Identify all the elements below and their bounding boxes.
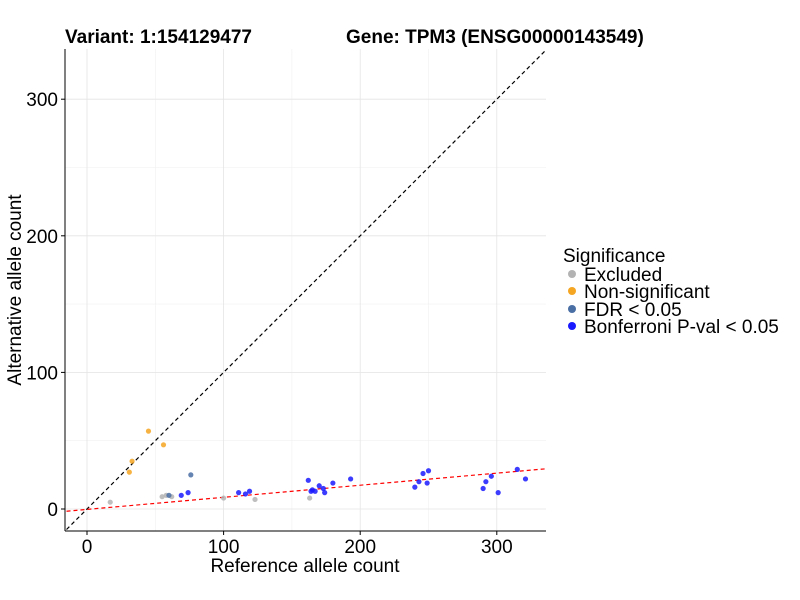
data-point-bonferroni-p-val-0-05 — [242, 491, 249, 497]
data-point-bonferroni-p-val-0-05 — [425, 468, 432, 474]
data-point-non-significant — [129, 458, 135, 464]
data-point-bonferroni-p-val-0-05 — [246, 488, 253, 494]
data-point-fdr-0-05 — [188, 472, 194, 478]
y-tick-label: 300 — [26, 90, 58, 111]
data-point-non-significant — [126, 469, 132, 475]
data-point-excluded — [307, 495, 313, 501]
legend-swatch-fdr — [568, 305, 576, 313]
data-point-bonferroni-p-val-0-05 — [236, 490, 242, 496]
data-point-bonferroni-p-val-0-05 — [305, 477, 311, 483]
legend-swatch-bonferroni — [568, 322, 576, 330]
data-point-bonferroni-p-val-0-05 — [483, 479, 489, 485]
plot-area: 0 100 200 300 0 100 200 300 — [26, 49, 546, 558]
data-point-excluded — [252, 496, 258, 503]
data-point-bonferroni-p-val-0-05 — [495, 490, 501, 496]
data-point-excluded — [107, 499, 113, 505]
data-point-bonferroni-p-val-0-05 — [320, 485, 326, 492]
x-axis-ticks: 0 100 200 300 — [82, 531, 513, 558]
legend-swatch-non-significant — [568, 287, 576, 295]
data-point-non-significant — [160, 442, 167, 448]
data-point-bonferroni-p-val-0-05 — [348, 476, 354, 482]
data-point-bonferroni-p-val-0-05 — [424, 480, 430, 486]
legend-label-non-significant: Non-significant — [584, 282, 710, 303]
data-point-bonferroni-p-val-0-05 — [514, 466, 520, 472]
x-tick-label: 0 — [82, 537, 93, 558]
y-axis-label: Alternative allele count — [5, 194, 26, 386]
legend: Significance Excluded Non-significant FD… — [563, 246, 779, 338]
data-point-bonferroni-p-val-0-05 — [316, 483, 322, 489]
data-point-bonferroni-p-val-0-05 — [412, 484, 418, 490]
y-axis-ticks: 0 100 200 300 — [26, 90, 65, 521]
data-point-bonferroni-p-val-0-05 — [330, 480, 336, 486]
fit-line — [66, 468, 545, 512]
data-point-fdr-0-05 — [166, 492, 172, 498]
data-point-bonferroni-p-val-0-05 — [178, 492, 184, 498]
legend-label-bonferroni: Bonferroni P-val < 0.05 — [584, 317, 779, 338]
chart-title-variant: Variant: 1:154129477 — [65, 27, 252, 48]
data-point-non-significant — [145, 428, 152, 434]
data-point-bonferroni-p-val-0-05 — [522, 476, 529, 482]
legend-label-fdr: FDR < 0.05 — [584, 300, 682, 321]
x-axis-label: Reference allele count — [210, 556, 400, 577]
chart-title-gene: Gene: TPM3 (ENSG00000143549) — [346, 27, 644, 48]
y-tick-label: 100 — [26, 363, 58, 384]
legend-title: Significance — [563, 246, 665, 267]
data-point-excluded — [159, 494, 165, 500]
x-tick-label: 100 — [208, 537, 240, 558]
data-point-bonferroni-p-val-0-05 — [480, 485, 486, 492]
data-point-bonferroni-p-val-0-05 — [185, 490, 191, 496]
x-tick-label: 300 — [481, 537, 513, 558]
data-points — [107, 428, 529, 505]
data-point-excluded — [221, 495, 227, 501]
data-point-bonferroni-p-val-0-05 — [416, 479, 422, 485]
y-tick-label: 200 — [26, 227, 58, 248]
identity-line — [66, 50, 546, 530]
y-tick-label: 0 — [47, 500, 58, 521]
reference-lines — [66, 50, 546, 530]
data-point-bonferroni-p-val-0-05 — [420, 470, 426, 477]
legend-label-excluded: Excluded — [584, 265, 662, 286]
data-point-bonferroni-p-val-0-05 — [312, 488, 318, 494]
data-point-bonferroni-p-val-0-05 — [488, 473, 494, 479]
data-point-bonferroni-p-val-0-05 — [322, 490, 328, 496]
legend-swatch-excluded — [568, 270, 576, 278]
x-tick-label: 200 — [344, 537, 376, 558]
grid — [65, 49, 546, 531]
